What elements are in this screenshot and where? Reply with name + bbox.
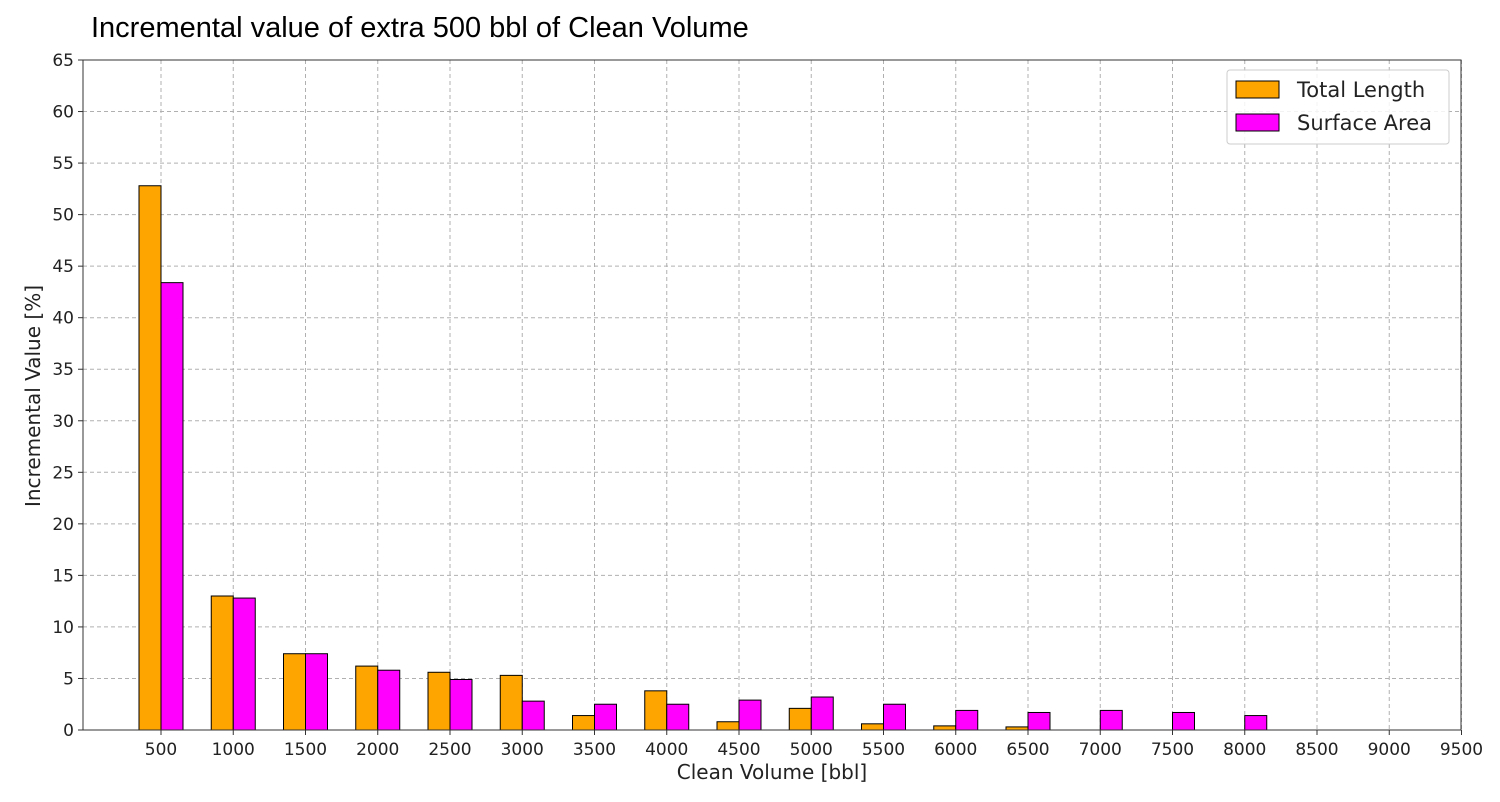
legend-label-surface-area: Surface Area	[1297, 111, 1432, 135]
bar-total-length	[499, 674, 523, 731]
y-tick-label: 35	[52, 360, 74, 380]
chart-title: Incremental value of extra 500 bbl of Cl…	[91, 12, 749, 44]
x-tick-label: 4500	[717, 740, 760, 760]
x-axis-label: Clean Volume [bbl]	[677, 760, 867, 784]
x-tick-label: 1000	[212, 740, 255, 760]
bar-surface-area	[666, 703, 690, 731]
y-tick-label: 15	[52, 566, 74, 586]
bar-surface-area	[449, 678, 473, 731]
bar-surface-area	[1027, 711, 1051, 731]
bar-surface-area	[377, 669, 401, 731]
x-tick-label: 7000	[1079, 740, 1122, 760]
x-tick-label: 9000	[1368, 740, 1411, 760]
x-tick-label: 6500	[1006, 740, 1049, 760]
y-tick-label: 0	[63, 721, 74, 741]
legend-label-total-length: Total Length	[1296, 78, 1425, 102]
x-tick-label: 5500	[862, 740, 905, 760]
bar-surface-area	[594, 703, 617, 731]
y-tick-label: 45	[52, 257, 74, 277]
x-tick-label: 2000	[356, 740, 399, 760]
x-tick-label: 1500	[284, 740, 327, 760]
y-tick-label: 40	[52, 309, 74, 329]
y-axis-label: Incremental Value [%]	[21, 285, 45, 507]
y-axis-ticks: 0 5 10 15 20 25 30 35 40 45 50 55 60 65	[52, 51, 83, 741]
bar-total-length	[138, 185, 162, 731]
x-tick-label: 9500	[1440, 740, 1483, 760]
bar-total-length	[572, 715, 595, 731]
x-tick-label: 6000	[934, 740, 977, 760]
y-tick-label: 55	[52, 154, 74, 174]
x-tick-label: 8500	[1295, 740, 1338, 760]
bar-total-length	[788, 707, 812, 731]
x-tick-label: 4000	[645, 740, 688, 760]
x-tick-label: 3500	[573, 740, 616, 760]
bar-total-length	[861, 723, 884, 731]
y-tick-label: 50	[52, 206, 74, 226]
bar-total-length	[283, 653, 306, 731]
bar-surface-area	[521, 700, 545, 731]
y-tick-label: 10	[52, 618, 74, 638]
y-tick-label: 5	[63, 669, 74, 689]
legend-swatch-total-length	[1235, 80, 1280, 99]
bar-total-length	[716, 721, 740, 731]
plot-frame	[82, 59, 1462, 731]
y-tick-label: 65	[52, 51, 74, 71]
legend-swatch-surface-area	[1235, 113, 1280, 132]
bar-surface-area	[305, 653, 328, 731]
bar-surface-area	[738, 699, 762, 731]
bar-total-length	[644, 690, 668, 731]
bar-surface-area	[1172, 711, 1195, 731]
bar-surface-area	[883, 703, 906, 731]
bar-surface-area	[160, 282, 184, 731]
y-tick-label: 30	[52, 412, 74, 432]
y-tick-label: 60	[52, 103, 74, 123]
y-tick-label: 20	[52, 515, 74, 535]
bar-total-length	[427, 671, 451, 731]
x-tick-label: 3000	[501, 740, 544, 760]
legend: Total Length Surface Area	[1226, 69, 1450, 145]
bar-surface-area	[955, 709, 979, 731]
bar-surface-area	[810, 696, 834, 731]
x-axis-ticks: 500 1000 1500 2000 2500 3000 3500 4000 4500 5000 5…	[145, 730, 1483, 760]
x-tick-label: 5000	[790, 740, 833, 760]
bar-total-length	[210, 595, 234, 731]
legend-box	[1226, 69, 1450, 145]
x-tick-label: 2500	[428, 740, 471, 760]
bar-surface-area	[1099, 709, 1123, 731]
bar-surface-area	[1244, 715, 1268, 731]
x-tick-label: 8000	[1223, 740, 1266, 760]
bars	[138, 185, 1268, 731]
bar-surface-area	[232, 597, 256, 731]
bar-total-length	[933, 725, 957, 731]
bar-total-length	[355, 665, 379, 731]
x-tick-label: 7500	[1151, 740, 1194, 760]
x-tick-label: 500	[145, 740, 177, 760]
y-tick-label: 25	[52, 463, 74, 483]
grid-lines	[83, 59, 1462, 731]
